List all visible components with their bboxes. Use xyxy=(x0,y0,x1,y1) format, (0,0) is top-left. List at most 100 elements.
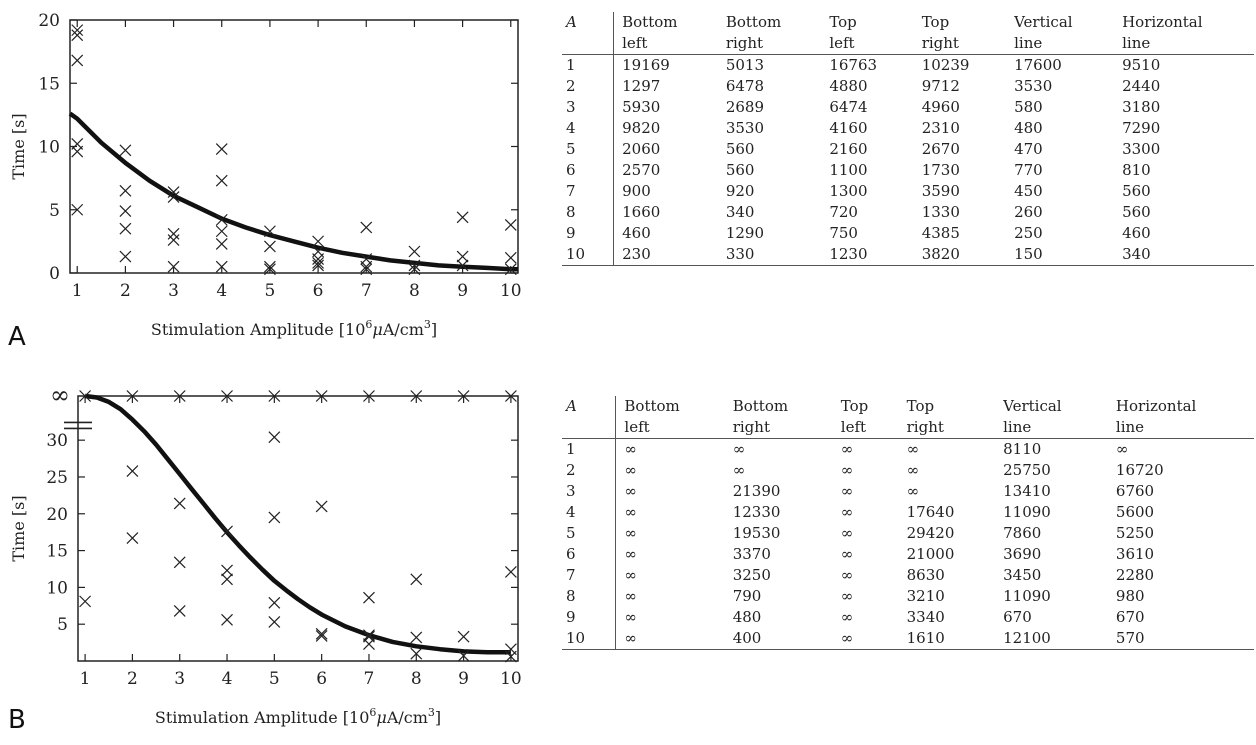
table-a-cell: 3530 xyxy=(1014,77,1053,95)
chart-a-xtick-label: 7 xyxy=(361,281,372,301)
table-b-cell: ∞ xyxy=(906,440,920,458)
chart-a-data-point xyxy=(119,250,132,263)
table-b-cell: ∞ xyxy=(732,461,746,479)
table-b-cell: 7860 xyxy=(1003,524,1042,542)
chart-a-data-point xyxy=(71,24,84,37)
table-b-cell: 16720 xyxy=(1115,461,1164,479)
table-b-cell: ∞ xyxy=(840,587,854,605)
chart-a-data-point xyxy=(167,186,180,198)
table-b-cell: 13410 xyxy=(1003,482,1051,500)
table-a-cell: 330 xyxy=(725,245,755,263)
table-a-cell: 1290 xyxy=(725,224,765,242)
table-a-cell: 4160 xyxy=(829,119,868,137)
table-a-cell: 9510 xyxy=(1122,56,1161,74)
table-a-cell: 560 xyxy=(725,140,755,158)
table-a-header-cell: right xyxy=(913,33,1007,55)
table-b-cell: 670 xyxy=(1115,608,1145,626)
table-b-cell: ∞ xyxy=(840,482,854,500)
table-a-header-cell: Horizontal xyxy=(1122,13,1203,31)
table-a-cell: 3 xyxy=(562,97,615,118)
table-b-header-cell: A xyxy=(562,396,617,417)
chart-a-data-point xyxy=(215,174,228,187)
table-b-cell: ∞ xyxy=(624,524,637,542)
table-a-cell: 720 xyxy=(829,203,858,221)
table-b-row: 8 ∞ 790 ∞ 3210 11090 980 xyxy=(562,586,1254,607)
chart-a-x-axis-label: Stimulation Amplitude [106μA/cm3] xyxy=(151,318,437,339)
chart-a-data-point xyxy=(504,251,517,264)
table-a-header-cell: A xyxy=(562,12,615,33)
table-a-cell: 7 xyxy=(562,181,615,202)
table-a-cell: 2060 xyxy=(622,140,661,158)
table-b-row: 3 ∞ 21390 ∞ ∞ 13410 6760 xyxy=(562,481,1254,502)
table-b-cell: ∞ xyxy=(624,629,637,647)
table-b-cell: ∞ xyxy=(840,608,854,626)
table-a-row: 1 19169 5013 16763 10239 17600 9510 xyxy=(562,54,1254,76)
table-a-cell: 770 xyxy=(1014,161,1043,179)
table-a-cell: 2670 xyxy=(921,140,960,158)
table-a-row: 4 9820 3530 4160 2310 480 7290 xyxy=(562,118,1254,139)
table-b-header-cell: right xyxy=(898,417,996,439)
chart-b-ytick-label: 10 xyxy=(46,578,68,598)
chart-b-data-point xyxy=(268,431,281,444)
chart-b-data-point xyxy=(221,613,233,626)
table-b-cell: ∞ xyxy=(624,566,637,584)
table-a-cell: 340 xyxy=(725,203,755,221)
chart-a-xtick-label: 1 xyxy=(72,281,83,301)
table-b-cell: ∞ xyxy=(840,545,854,563)
chart-b-ytick-label: 25 xyxy=(46,468,68,488)
table-b-cell: 2280 xyxy=(1115,566,1155,584)
chart-a-data-point xyxy=(456,250,469,263)
chart-a-data-point xyxy=(312,256,325,269)
table-b-cell: 11090 xyxy=(1003,503,1051,521)
table-b-cell: ∞ xyxy=(624,545,637,563)
table-b-cell: 400 xyxy=(732,629,762,647)
table-b-row: 5 ∞ 19530 ∞ 29420 7860 5250 xyxy=(562,523,1254,544)
table-a: A Bottom Bottom Top Top Vertical Horizontal lef… xyxy=(562,12,1254,266)
table-a-cell: 2310 xyxy=(921,119,960,137)
table-a-cell: 1660 xyxy=(622,203,661,221)
table-a-cell: 6 xyxy=(562,160,615,181)
chart-b-data-point xyxy=(268,511,281,524)
chart-a-data-point xyxy=(71,145,84,158)
chart-b-data-point xyxy=(363,390,375,402)
table-b-cell: ∞ xyxy=(840,566,854,584)
chart-a-xtick-label: 5 xyxy=(264,281,275,301)
table-a-cell: 9 xyxy=(562,223,615,244)
table-b-header-cell: Top xyxy=(906,397,935,415)
table-a-cell: 10 xyxy=(562,244,615,266)
panel-label-b: B xyxy=(8,705,26,735)
table-b-cell: 25750 xyxy=(1003,461,1051,479)
chart-a-data-point xyxy=(119,205,132,217)
chart-a-data-point xyxy=(215,225,228,238)
table-a-cell: 3590 xyxy=(921,182,960,200)
chart-a-xtick-label: 10 xyxy=(500,281,522,301)
table-a-cell: 1300 xyxy=(829,182,868,200)
table-a-cell: 810 xyxy=(1122,161,1151,179)
table-b-cell: ∞ xyxy=(732,440,746,458)
table-b-row: 7 ∞ 3250 ∞ 8630 3450 2280 xyxy=(562,565,1254,586)
table-a-cell: 470 xyxy=(1014,140,1043,158)
table-a-header-cell: right xyxy=(717,33,822,55)
table-a-cell: 260 xyxy=(1014,203,1043,221)
chart-a-data-point xyxy=(504,263,517,276)
chart-b-data-point xyxy=(504,390,517,402)
table-b-cell: 3370 xyxy=(732,545,771,563)
table-b-cell: ∞ xyxy=(624,461,637,479)
table-a-cell: 9820 xyxy=(622,119,661,137)
table-a-cell: 5013 xyxy=(725,56,765,74)
chart-a-data-point xyxy=(71,29,84,42)
table-b-cell: 670 xyxy=(1003,608,1032,626)
table-b-cell: 6760 xyxy=(1115,482,1155,500)
table-b-cell: 3 xyxy=(562,481,617,502)
chart-a-ytick-label: 5 xyxy=(49,201,60,221)
table-a-cell: 4385 xyxy=(921,224,960,242)
chart-a-xtick-label: 3 xyxy=(168,281,179,301)
chart-b-xtick-label: 8 xyxy=(411,669,422,689)
chart-b-data-point xyxy=(221,573,233,586)
chart-a-plot-frame xyxy=(69,19,519,274)
table-b-row: 2 ∞ ∞ ∞ ∞ 25750 16720 xyxy=(562,460,1254,481)
table-b-cell: 21390 xyxy=(732,482,781,500)
table-a-header-cell: Bottom xyxy=(725,13,782,31)
table-a-cell: 460 xyxy=(622,224,651,242)
table-a-cell: 4 xyxy=(562,118,615,139)
